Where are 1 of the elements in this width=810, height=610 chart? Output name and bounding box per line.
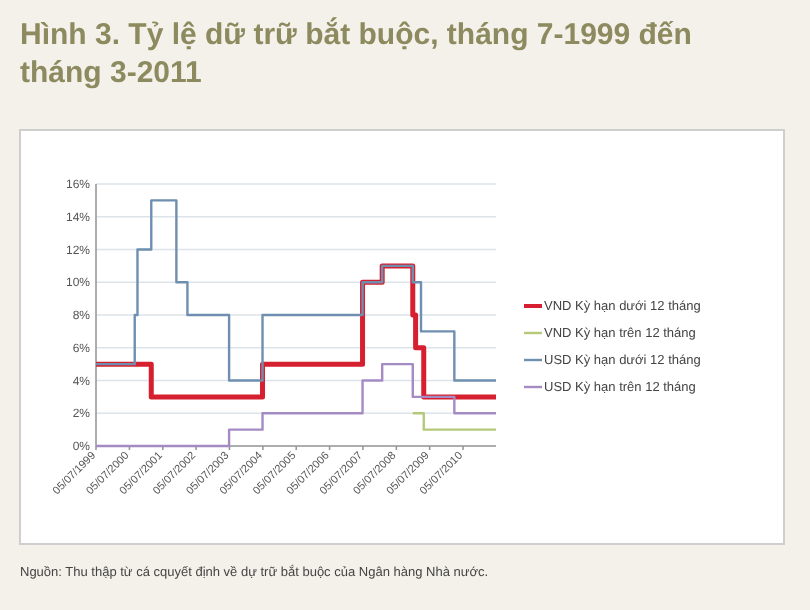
chart-title: Hình 3. Tỷ lệ dữ trữ bắt buộc, tháng 7-1999 đến tháng 3-2011 xyxy=(20,16,692,90)
